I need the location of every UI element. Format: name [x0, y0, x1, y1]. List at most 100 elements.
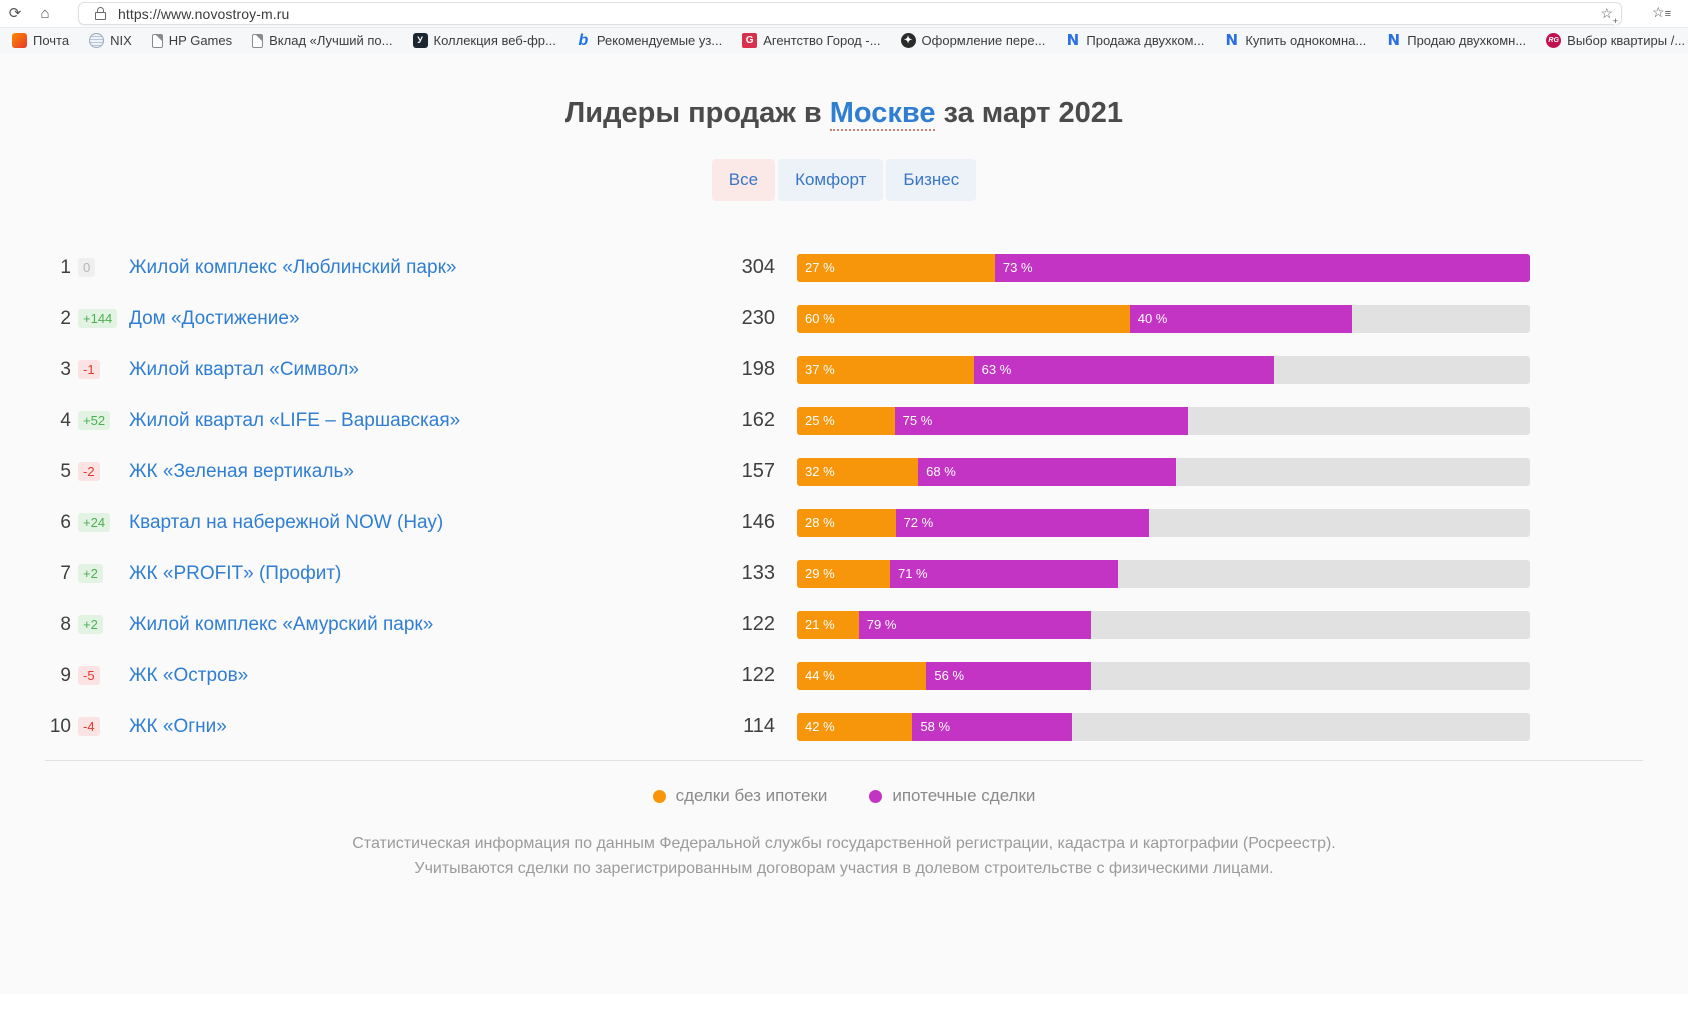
mortgage-segment: 72 %	[895, 508, 1150, 537]
tab-комфорт[interactable]: Комфорт	[778, 159, 884, 201]
mortgage-segment: 58 %	[912, 712, 1072, 741]
title-prefix: Лидеры продаж в	[564, 97, 830, 129]
mortgage-percent: 73 %	[1002, 260, 1033, 275]
bookmark-item[interactable]: У Коллекция веб-фр...	[403, 28, 566, 53]
segment-tabs: Все Комфорт Бизнес	[0, 159, 1688, 201]
rank-change-badge: +144	[78, 309, 118, 328]
bookmark-label: Выбор квартиры /...	[1567, 33, 1686, 48]
leader-row: 8 +2 Жилой комплекс «Амурский парк» 122 …	[45, 599, 1643, 650]
rank-number: 4	[60, 409, 71, 431]
no-mortgage-percent: 28 %	[805, 515, 835, 530]
no-mortgage-segment: 25 %	[797, 406, 895, 435]
project-link[interactable]: ЖК «PROFIT» (Профит)	[129, 562, 342, 584]
project-link[interactable]: ЖК «Остров»	[129, 664, 249, 686]
tab-бизнес[interactable]: Бизнес	[886, 159, 977, 201]
rank-number: 5	[60, 460, 71, 482]
refresh-icon[interactable]: ⟳	[8, 5, 22, 22]
favorites-hub-icon[interactable]: ☆≡	[1652, 4, 1671, 20]
no-mortgage-segment: 28 %	[797, 508, 896, 537]
leader-row: 6 +24 Квартал на набережной NOW (Нау) 14…	[45, 497, 1643, 548]
rank-change-badge: +2	[78, 564, 103, 583]
url-text[interactable]: https://www.novostroy-m.ru	[118, 5, 290, 22]
legend-item: ипотечные сделки	[869, 786, 1035, 806]
home-icon[interactable]: ⌂	[40, 5, 50, 22]
rank-number: 6	[60, 511, 71, 533]
deals-count: 157	[741, 460, 775, 482]
footnote-line1: Статистическая информация по данным Феде…	[352, 835, 1336, 852]
title-suffix: за март 2021	[935, 97, 1124, 129]
rank-number: 7	[60, 562, 71, 584]
deals-count: 114	[743, 715, 775, 737]
address-bar[interactable]: https://www.novostroy-m.ru ☆ +	[78, 2, 1622, 26]
mortgage-segment: 68 %	[918, 457, 1176, 486]
rank-change-badge: -4	[78, 717, 100, 736]
bookmark-label: Рекомендуемые уз...	[596, 33, 723, 48]
bookmark-item[interactable]: Вклад «Лучший по...	[242, 28, 402, 53]
lock-icon	[95, 7, 106, 20]
deals-count: 122	[741, 664, 775, 686]
rank-change-badge: -1	[78, 360, 100, 379]
no-mortgage-percent: 32 %	[805, 464, 835, 479]
no-mortgage-segment: 27 %	[797, 253, 995, 282]
page-title: Лидеры продаж в Москве за март 2021	[0, 53, 1688, 131]
mortgage-segment: 75 %	[894, 406, 1188, 435]
mortgage-percent: 79 %	[866, 617, 897, 632]
bookmark-item[interactable]: RG Выбор квартиры /...	[1536, 28, 1688, 53]
deals-bar: 29 % 71 %	[797, 559, 1530, 588]
mortgage-segment: 56 %	[926, 661, 1092, 690]
red-g-icon: G	[742, 33, 758, 48]
rank-change-badge: 0	[78, 258, 96, 277]
project-link[interactable]: Жилой комплекс «Люблинский парк»	[129, 256, 457, 278]
browser-chrome: ⟳ ⌂ https://www.novostroy-m.ru ☆ + ☆≡ Поч…	[0, 0, 1688, 53]
bookmark-label: HP Games	[168, 33, 233, 48]
leader-row: 10 -4 ЖК «Огни» 114 42 % 58 %	[45, 701, 1643, 752]
rank-number: 9	[60, 664, 71, 686]
no-mortgage-segment: 29 %	[797, 559, 890, 588]
project-link[interactable]: ЖК «Зеленая вертикаль»	[129, 460, 354, 482]
project-link[interactable]: Жилой квартал «Символ»	[129, 358, 359, 380]
bookmark-item[interactable]: Почта	[2, 28, 79, 53]
bookmark-item[interactable]: b Рекомендуемые уз...	[566, 28, 732, 53]
page-bottom-gap	[0, 994, 1688, 1010]
blue-n-icon: N	[1387, 31, 1401, 49]
deals-bar: 21 % 79 %	[797, 610, 1530, 639]
deals-count: 230	[741, 307, 775, 329]
bookmark-label: Продажа двухком...	[1086, 33, 1205, 48]
chart-legend: сделки без ипотеки ипотечные сделки	[0, 786, 1688, 806]
bookmark-label: Коллекция веб-фр...	[433, 33, 556, 48]
bookmark-item[interactable]: ✦ Оформление пере...	[891, 28, 1056, 53]
rank-change-badge: +24	[78, 513, 111, 532]
deals-bar: 42 % 58 %	[797, 712, 1530, 741]
bookmark-item[interactable]: N Купить однокомна...	[1214, 28, 1376, 53]
leader-row: 2 +144 Дом «Достижение» 230 60 % 40 %	[45, 293, 1643, 344]
deals-bar: 37 % 63 %	[797, 355, 1530, 384]
leader-row: 4 +52 Жилой квартал «LIFE – Варшавская» …	[45, 395, 1643, 446]
no-mortgage-percent: 27 %	[805, 260, 835, 275]
bookmark-item[interactable]: HP Games	[142, 28, 242, 53]
deals-bar: 25 % 75 %	[797, 406, 1530, 435]
deals-count: 162	[741, 409, 775, 431]
bookmark-item[interactable]: N Продаю двухкомн...	[1376, 28, 1536, 53]
leader-row: 3 -1 Жилой квартал «Символ» 198 37 % 63 …	[45, 344, 1643, 395]
add-favorite-icon[interactable]: ☆ +	[1600, 5, 1618, 26]
bookmarks-bar: Почта NIX HP Games Вклад «Лучший по... У Колл…	[0, 27, 1688, 53]
no-mortgage-percent: 21 %	[805, 617, 835, 632]
mortgage-percent: 40 %	[1137, 311, 1168, 326]
project-link[interactable]: ЖК «Огни»	[129, 715, 227, 737]
leader-row: 5 -2 ЖК «Зеленая вертикаль» 157 32 % 68 …	[45, 446, 1643, 497]
bookmark-item[interactable]: N Продажа двухком...	[1055, 28, 1214, 53]
bookmark-item[interactable]: G Агентство Город -...	[732, 28, 890, 53]
project-link[interactable]: Жилой комплекс «Амурский парк»	[129, 613, 434, 635]
project-link[interactable]: Квартал на набережной NOW (Нау)	[129, 511, 444, 533]
project-link[interactable]: Дом «Достижение»	[129, 307, 300, 329]
browser-toolbar: ⟳ ⌂ https://www.novostroy-m.ru ☆ + ☆≡	[0, 0, 1688, 27]
deals-bar: 32 % 68 %	[797, 457, 1530, 486]
bookmark-item[interactable]: NIX	[79, 28, 142, 53]
project-link[interactable]: Жилой квартал «LIFE – Варшавская»	[129, 409, 461, 431]
bookmark-label: Купить однокомна...	[1245, 33, 1367, 48]
tab-все[interactable]: Все	[711, 159, 776, 201]
city-link[interactable]: Москве	[829, 97, 936, 131]
page-icon	[151, 33, 163, 48]
deals-bar: 60 % 40 %	[797, 304, 1530, 333]
no-mortgage-percent: 37 %	[805, 362, 835, 377]
